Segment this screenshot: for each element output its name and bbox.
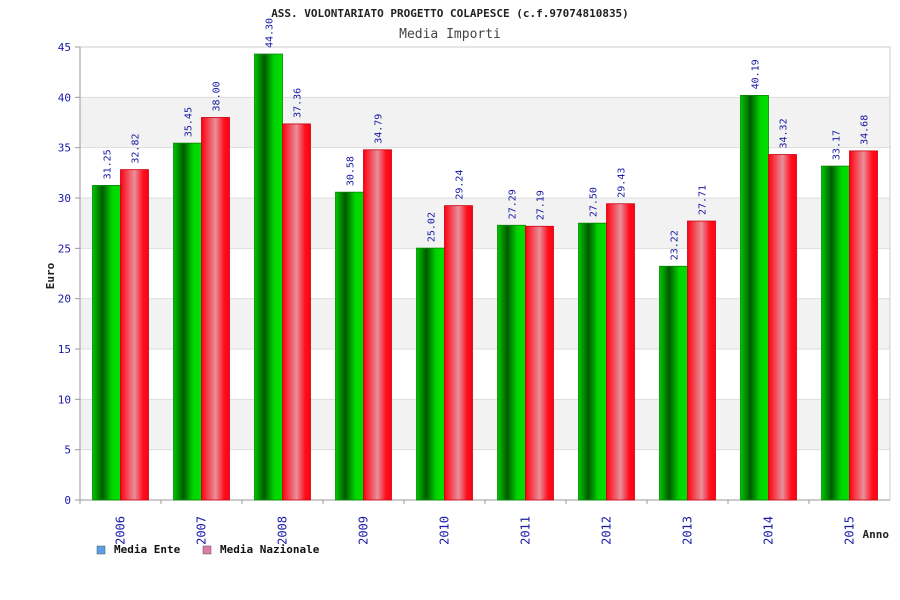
x-tick-label-2008: 2008 [276,516,290,545]
value-label-media-ente-2011: 27.29 [508,189,519,219]
bar-media-nazionale-2014 [768,154,797,501]
value-labels: 31.25 32.82 35.45 38.00 44.30 37.36 30.58 34.79… [103,18,871,260]
value-label-media-nazionale-2010: 29.24 [455,170,466,200]
y-axis-label: Euro [44,262,57,289]
x-tick-label-2015: 2015 [843,516,857,545]
value-label-media-ente-2006: 31.25 [103,149,114,179]
chart-title: ASS. VOLONTARIATO PROGETTO COLAPESCE (c.… [271,7,629,20]
bar-media-nazionale-2009 [363,149,392,501]
value-label-media-ente-2014: 40.19 [751,59,762,89]
y-tick-label: 20 [58,293,71,306]
x-tick-label-2011: 2011 [519,516,533,545]
bar-media-ente-2008 [254,53,283,501]
x-tick-label-2009: 2009 [357,516,371,545]
bar-media-ente-2010 [416,247,445,501]
y-tick-label: 5 [64,444,71,457]
value-label-media-nazionale-2015: 34.68 [860,115,871,145]
bar-media-ente-2011 [497,224,526,501]
bar-media-nazionale-2013 [687,220,716,501]
y-tick-label: 10 [58,393,71,406]
bar-media-ente-2007 [173,142,202,501]
bar-media-nazionale-2012 [606,203,635,501]
legend-label-media-nazionale: Media Nazionale [220,543,320,556]
x-tick-label-2013: 2013 [681,516,695,545]
legend-label-media-ente: Media Ente [114,543,181,556]
x-tick-label-2012: 2012 [600,516,614,545]
value-label-media-ente-2007: 35.45 [184,107,195,137]
y-tick-label: 25 [58,242,71,255]
y-tick-label: 30 [58,192,71,205]
legend: Media Ente Media Nazionale [96,543,320,556]
bar-media-ente-2015 [821,165,850,501]
x-tick-label-2007: 2007 [195,516,209,545]
bar-media-nazionale-2006 [120,169,149,501]
grid-band [80,47,890,98]
y-tick-label: 15 [58,343,71,356]
x-tick-label-2014: 2014 [762,516,776,545]
value-label-media-ente-2008: 44.30 [265,18,276,48]
x-tick-label-2006: 2006 [114,516,128,545]
x-tick-label-2010: 2010 [438,516,452,545]
value-label-media-nazionale-2012: 29.43 [617,168,628,198]
value-label-media-nazionale-2006: 32.82 [131,134,142,164]
y-tick-label: 0 [64,494,71,507]
bar-media-nazionale-2007 [201,117,230,501]
value-label-media-nazionale-2013: 27.71 [698,185,709,215]
value-label-media-nazionale-2008: 37.36 [293,88,304,118]
value-label-media-nazionale-2007: 38.00 [212,81,223,111]
value-label-media-nazionale-2009: 34.79 [374,114,385,144]
y-tick-label: 45 [58,41,71,54]
bar-media-nazionale-2015 [849,150,878,501]
bar-media-ente-2006 [92,185,121,501]
bar-media-ente-2013 [659,265,688,501]
bar-media-nazionale-2008 [282,123,311,501]
bar-media-nazionale-2011 [525,225,554,501]
x-tick-labels: 2006 2007 2008 2009 2010 2011 2012 2013 2014 2015 [114,516,857,545]
value-label-media-ente-2013: 23.22 [670,230,681,260]
value-label-media-nazionale-2011: 27.19 [536,190,547,220]
value-label-media-ente-2012: 27.50 [589,187,600,217]
x-axis-label: Anno [863,528,890,541]
bar-media-ente-2014 [740,95,769,501]
legend-swatch-media-ente [96,545,106,555]
value-label-media-ente-2010: 25.02 [427,212,438,242]
bar-media-ente-2009 [335,191,364,501]
bar-media-nazionale-2010 [444,205,473,501]
legend-swatch-media-nazionale [202,545,212,555]
value-label-media-ente-2009: 30.58 [346,156,357,186]
value-label-media-ente-2015: 33.17 [832,130,843,160]
y-tick-label: 40 [58,91,71,104]
bars [92,53,878,501]
y-tick-label: 35 [58,142,71,155]
value-label-media-nazionale-2014: 34.32 [779,118,790,148]
chart-subtitle: Media Importi [399,27,501,42]
bar-media-ente-2012 [578,222,607,501]
